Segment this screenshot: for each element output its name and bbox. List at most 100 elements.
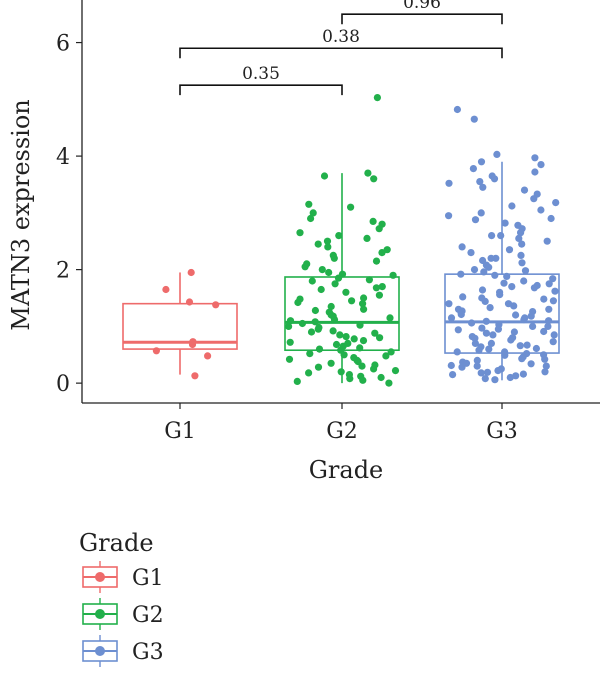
data-point-g2 [386, 314, 394, 322]
y-tick-label: 0 [56, 372, 70, 397]
data-point-g2 [358, 362, 366, 370]
data-point-g2 [305, 369, 313, 377]
data-point-g3 [530, 195, 538, 203]
data-point-g2 [323, 237, 332, 245]
y-tick-label: 4 [56, 145, 70, 170]
data-point-g3 [508, 334, 517, 342]
legend-point-icon [95, 572, 105, 582]
data-point-g2 [327, 359, 335, 367]
data-point-g3 [493, 150, 501, 158]
data-point-g2 [348, 297, 356, 305]
data-point-g2 [315, 345, 324, 353]
data-point-g3 [447, 314, 456, 322]
data-point-g2 [296, 229, 304, 237]
data-point-g2 [360, 305, 368, 313]
data-point-g3 [478, 324, 486, 332]
data-point-g2 [365, 276, 373, 284]
data-point-g3 [473, 356, 481, 364]
data-point-g2 [347, 203, 355, 211]
bracket-g1-g2: 0.35 [179, 64, 343, 96]
data-point-g3 [501, 219, 509, 227]
axes: 0 2 4 6 G1 G2 G3 [56, 0, 600, 444]
data-point-g3 [485, 345, 493, 353]
data-point-g2 [337, 368, 345, 376]
data-point-g3 [541, 355, 549, 363]
data-point-g3 [445, 212, 453, 220]
data-point-g3 [501, 351, 509, 359]
data-point-g3 [468, 319, 476, 327]
data-point-g2 [350, 335, 358, 343]
data-point-g3 [510, 328, 518, 336]
data-point-g3 [462, 359, 471, 367]
legend-point-icon [95, 609, 105, 619]
y-tick-label: 2 [56, 259, 70, 284]
data-point-g3 [549, 338, 557, 346]
data-point-g2 [301, 263, 309, 271]
data-point-g2 [372, 257, 381, 265]
legend-label: G3 [132, 640, 164, 665]
data-point-g2 [359, 300, 367, 308]
data-point-g1 [191, 372, 199, 380]
data-point-g2 [293, 377, 301, 385]
data-point-g2 [377, 373, 385, 382]
data-point-g2 [382, 352, 390, 360]
legend-title: Grade [79, 529, 154, 557]
data-point-g1 [204, 352, 212, 360]
data-point-g2 [360, 294, 368, 302]
data-point-g3 [517, 251, 525, 259]
data-point-g3 [542, 362, 550, 370]
data-point-g3 [511, 311, 520, 319]
data-point-g3 [494, 325, 502, 333]
data-point-g2 [370, 175, 378, 183]
data-point-g3 [470, 266, 479, 274]
data-point-g2 [342, 288, 350, 296]
data-point-g2 [308, 277, 316, 285]
data-point-g2 [314, 363, 323, 371]
data-point-g2 [385, 379, 393, 387]
data-point-g3 [520, 277, 528, 285]
data-point-g2 [317, 285, 325, 294]
data-point-g3 [537, 161, 545, 169]
data-point-g3 [527, 360, 535, 368]
data-point-g2 [376, 334, 384, 342]
data-point-g3 [545, 280, 553, 288]
data-point-g3 [537, 206, 545, 214]
data-point-g3 [482, 317, 490, 325]
data-point-g2 [329, 327, 337, 335]
data-point-g3 [504, 300, 513, 308]
legend-label: G1 [132, 566, 164, 591]
legend-label: G2 [132, 603, 164, 628]
data-point-g1 [162, 285, 170, 294]
data-point-g3 [476, 178, 484, 186]
data-point-g2 [364, 169, 372, 177]
bracket-p-value: 0.35 [242, 64, 280, 84]
data-point-g3 [449, 371, 457, 379]
data-point-g2 [285, 322, 293, 330]
data-point-g2 [389, 271, 397, 279]
data-point-g2 [330, 254, 338, 262]
data-point-g2 [369, 217, 377, 225]
data-point-g2 [387, 348, 395, 356]
data-point-g3 [489, 331, 497, 339]
data-point-g2 [330, 316, 339, 324]
data-point-g3 [469, 165, 477, 173]
data-point-g3 [549, 275, 557, 283]
data-point-g3 [488, 232, 496, 240]
data-point-g2 [285, 355, 294, 363]
bracket-line [179, 47, 503, 59]
data-point-g3 [467, 249, 475, 257]
data-point-g2 [331, 280, 339, 288]
data-point-g1 [152, 347, 160, 355]
data-point-g3 [541, 368, 549, 376]
x-tick-label: G1 [164, 419, 196, 444]
data-point-g2 [342, 333, 350, 341]
data-point-g3 [445, 300, 453, 308]
data-point-g3 [487, 254, 495, 262]
data-point-g2 [356, 344, 364, 352]
data-point-g2 [340, 351, 348, 359]
data-point-g3 [508, 283, 516, 291]
box-g1 [122, 272, 238, 375]
data-point-g2 [325, 268, 333, 277]
data-point-g2 [375, 291, 383, 299]
